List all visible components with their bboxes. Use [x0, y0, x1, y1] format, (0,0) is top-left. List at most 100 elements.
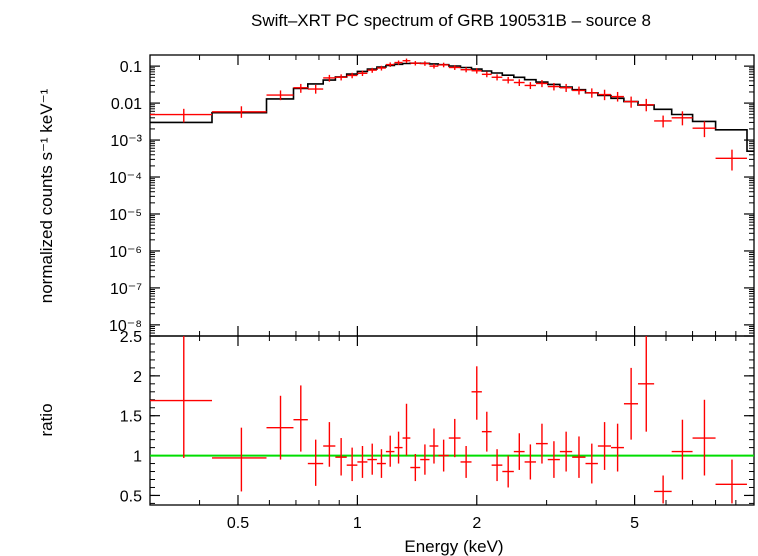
spectrum-data-point: [420, 61, 430, 66]
spectrum-data-point: [346, 72, 358, 79]
ratio-y-tick-label: 1: [133, 449, 142, 466]
spectrum-y-tick-label: 0.1: [120, 59, 142, 76]
ratio-data-point: [385, 435, 395, 467]
spectrum-data-point: [502, 76, 514, 84]
x-axis-label: Energy (keV): [404, 537, 503, 556]
spectrum-data-point: [323, 74, 336, 82]
ratio-data-point: [491, 449, 503, 482]
spectrum-y-tick-label: 10⁻⁵: [109, 207, 142, 224]
ratio-data-point: [293, 385, 308, 452]
spectrum-data-point: [212, 106, 267, 118]
ratio-data-point: [572, 436, 586, 478]
spectrum-data-point: [547, 82, 560, 91]
spectrum-data-point: [692, 121, 716, 138]
spectrum-data-point: [460, 67, 472, 73]
spectrum-y-tick-label: 10⁻⁷: [110, 281, 142, 298]
model-step-line: [150, 62, 754, 152]
spectrum-data-point: [293, 83, 308, 93]
ratio-data-point: [623, 367, 639, 440]
spectrum-y-tick-label: 10⁻⁴: [109, 170, 142, 187]
ratio-data-point: [307, 439, 324, 486]
ratio-data-point: [266, 395, 294, 460]
spectrum-data-point: [654, 115, 672, 128]
ratio-data-point: [471, 366, 482, 420]
spectrum-data-point: [471, 68, 482, 74]
spectrum-data-point: [597, 89, 612, 101]
spectrum-data-point: [394, 60, 403, 65]
chart-title: Swift–XRT PC spectrum of GRB 190531B – s…: [251, 11, 651, 30]
ratio-y-tick-label: 1.5: [120, 409, 142, 426]
spectrum-y-tick-label: 10⁻³: [110, 133, 142, 150]
ratio-data-point: [438, 439, 449, 472]
ratio-data-point: [410, 453, 421, 482]
spectrum-y-tick-label: 10⁻⁸: [109, 318, 142, 335]
x-tick-label: 2: [472, 515, 481, 532]
ratio-frame: [149, 335, 755, 506]
spectrum-data-point: [623, 96, 639, 108]
ratio-data-point: [402, 403, 411, 456]
spectrum-data-point: [376, 65, 386, 71]
ratio-data-point: [346, 447, 358, 482]
spectrum-data-point: [438, 62, 449, 68]
ratio-data-point: [212, 427, 267, 492]
ratio-data-point: [559, 431, 573, 472]
spectrum-data-point: [611, 91, 624, 102]
spectrum-y-axis-label: normalized counts s⁻¹ keV⁻¹: [37, 88, 56, 303]
spectrum-data-point: [335, 74, 347, 81]
ratio-y-tick-label: 2.5: [120, 329, 142, 346]
ratio-data-point: [460, 446, 472, 478]
x-tick-label: 5: [630, 515, 639, 532]
spectrum-data-point: [266, 90, 294, 101]
ratio-panel: 0.5 1 2 5 0.5 1 1.5 2 2.5: [120, 329, 755, 532]
ratio-data-point: [394, 431, 403, 464]
ratio-y-tick-label: 0.5: [120, 488, 142, 505]
spectrum-data-point: [367, 67, 377, 73]
ratio-data-point: [481, 411, 492, 452]
spectrum-data-point: [524, 82, 536, 90]
ratio-data-point: [335, 438, 347, 476]
ratio-data-point: [611, 423, 624, 472]
ratio-data-point: [502, 455, 514, 488]
x-tick-label: 1: [353, 515, 362, 532]
spectrum-data-point: [357, 70, 368, 77]
spectrum-data-point: [410, 61, 421, 66]
ratio-data-point: [513, 433, 525, 470]
spectrum-data-point: [150, 108, 213, 123]
spectrum-frame: [149, 54, 755, 337]
ratio-data-point: [524, 444, 536, 480]
spectrum-y-tick-label: 10⁻⁶: [109, 244, 142, 261]
ratio-data-point: [323, 422, 336, 467]
spectrum-data-point: [491, 74, 503, 81]
ratio-data-point: [692, 399, 716, 476]
spectrum-data-point: [715, 149, 747, 171]
ratio-data-point: [654, 475, 672, 504]
ratio-y-tick-label: 2: [133, 369, 142, 386]
spectrum-data-point: [585, 88, 598, 98]
ratio-data-point: [671, 419, 693, 480]
ratio-data-point: [150, 336, 213, 458]
ratio-data-point: [597, 422, 612, 470]
ratio-data-point: [547, 441, 560, 478]
spectrum-data-point: [671, 111, 693, 126]
spectrum-data-point: [638, 98, 655, 112]
spectrum-data-point: [402, 58, 411, 63]
spectrum-data-point: [572, 86, 586, 95]
ratio-data-point: [376, 449, 386, 478]
ratio-data-point: [420, 444, 430, 475]
ratio-data-point: [585, 443, 598, 484]
spectrum-data-point: [385, 62, 395, 67]
ratio-data-point: [715, 459, 747, 504]
x-tick-label: 0.5: [227, 515, 249, 532]
spectrum-data-point: [559, 83, 573, 92]
ratio-y-axis-label: ratio: [37, 403, 56, 436]
spectrum-data-point: [513, 79, 525, 86]
spectrum-data-point: [307, 84, 324, 94]
spectrum-data-point: [448, 65, 461, 70]
ratio-data-point: [357, 446, 368, 478]
ratio-data-point: [638, 336, 655, 432]
spectrum-panel: 0.1 0.01 10⁻³ 10⁻⁴ 10⁻⁵ 10⁻⁶ 10⁻⁷ 10⁻⁸: [109, 54, 755, 337]
spectrum-data-point: [429, 63, 439, 69]
ratio-data-point: [535, 423, 548, 464]
